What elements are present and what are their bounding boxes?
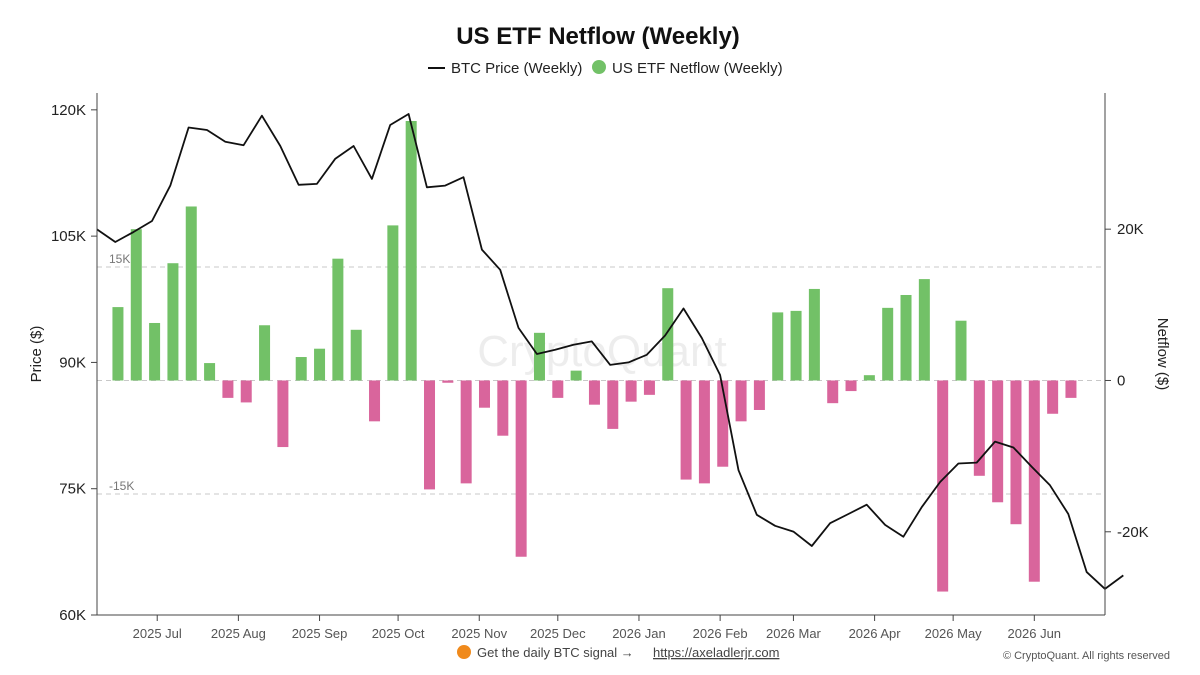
netflow-bar bbox=[643, 380, 655, 395]
netflow-bar bbox=[478, 380, 490, 408]
netflow-bar bbox=[222, 380, 234, 398]
x-tick-label: 2025 Jul bbox=[133, 626, 182, 641]
x-tick-label: 2026 Jan bbox=[612, 626, 666, 641]
netflow-bar bbox=[424, 380, 436, 490]
y-left-ticks: 60K 75K 90K 105K 120K bbox=[51, 102, 97, 624]
netflow-bar bbox=[680, 380, 692, 480]
y-left-tick-label: 120K bbox=[51, 102, 86, 119]
x-tick-label: 2025 Dec bbox=[530, 626, 586, 641]
netflow-bar bbox=[387, 225, 399, 381]
netflow-bar bbox=[1010, 380, 1022, 525]
netflow-bar bbox=[570, 370, 582, 381]
orange-dot-icon bbox=[457, 645, 471, 659]
axes bbox=[96, 93, 1106, 616]
netflow-bar bbox=[863, 375, 875, 381]
netflow-bar bbox=[442, 380, 454, 383]
y-right-ticks: -20K 0 20K bbox=[1105, 221, 1149, 541]
y-left-tick-label: 75K bbox=[59, 481, 86, 498]
netflow-bar bbox=[717, 380, 729, 467]
netflow-bar bbox=[405, 120, 417, 381]
netflow-bar bbox=[460, 380, 472, 484]
reference-line-label: 15K bbox=[109, 252, 130, 266]
netflow-bar bbox=[185, 206, 197, 381]
netflow-bar bbox=[918, 279, 930, 381]
netflow-bar bbox=[112, 307, 124, 381]
netflow-bar bbox=[900, 294, 912, 381]
legend: BTC Price (Weekly) US ETF Netflow (Weekl… bbox=[428, 60, 783, 77]
btc-price-line bbox=[96, 113, 1124, 590]
netflow-bar bbox=[350, 329, 362, 381]
legend-netflow-swatch bbox=[592, 60, 606, 74]
netflow-bars bbox=[112, 120, 1077, 592]
netflow-bar bbox=[937, 380, 949, 592]
y-left-tick-label: 105K bbox=[51, 228, 86, 245]
x-tick-label: 2025 Nov bbox=[451, 626, 507, 641]
x-tick-label: 2026 Jun bbox=[1008, 626, 1062, 641]
netflow-bar bbox=[332, 258, 344, 381]
legend-netflow-label: US ETF Netflow (Weekly) bbox=[612, 60, 783, 77]
y-right-tick-label: -20K bbox=[1117, 524, 1149, 541]
netflow-bar bbox=[277, 380, 289, 448]
x-tick-label: 2026 Apr bbox=[849, 626, 902, 641]
netflow-bar bbox=[973, 380, 985, 476]
netflow-bar bbox=[845, 380, 857, 392]
netflow-bar bbox=[130, 229, 142, 381]
netflow-bar bbox=[497, 380, 509, 436]
netflow-bar bbox=[259, 325, 271, 381]
netflow-bar bbox=[515, 380, 527, 557]
netflow-bar bbox=[790, 310, 802, 381]
x-tick-label: 2025 Aug bbox=[211, 626, 266, 641]
netflow-bar bbox=[149, 322, 161, 381]
netflow-bar bbox=[607, 380, 619, 429]
netflow-bar bbox=[167, 263, 179, 381]
y-right-axis-title: Netflow ($) bbox=[1154, 318, 1171, 391]
footer-link[interactable]: https://axeladlerjr.com bbox=[653, 645, 779, 660]
netflow-bar bbox=[240, 380, 252, 403]
x-tick-label: 2026 Feb bbox=[693, 626, 748, 641]
netflow-bar bbox=[827, 380, 839, 404]
netflow-bar bbox=[1065, 380, 1077, 398]
netflow-bar bbox=[625, 380, 637, 402]
x-ticks: 2025 Jul 2025 Aug 2025 Sep 2025 Oct 2025 Nov… bbox=[133, 615, 1061, 641]
watermark: CryptoQuant bbox=[477, 327, 726, 376]
netflow-bar bbox=[369, 380, 381, 422]
netflow-bar bbox=[314, 348, 326, 381]
y-left-tick-label: 60K bbox=[59, 607, 86, 624]
netflow-bar bbox=[772, 312, 784, 381]
x-tick-label: 2026 May bbox=[925, 626, 983, 641]
netflow-bar bbox=[955, 320, 967, 381]
netflow-bar bbox=[992, 380, 1004, 503]
footer-signal-text: Get the daily BTC signal → bbox=[477, 645, 634, 660]
legend-price-label: BTC Price (Weekly) bbox=[451, 60, 582, 77]
y-right-tick-label: 20K bbox=[1117, 221, 1144, 238]
y-right-tick-label: 0 bbox=[1117, 372, 1125, 389]
netflow-bar bbox=[662, 288, 674, 381]
x-tick-label: 2026 Mar bbox=[766, 626, 822, 641]
netflow-bar bbox=[204, 363, 216, 381]
netflow-bar bbox=[295, 357, 307, 381]
reference-line-label: -15K bbox=[109, 479, 134, 493]
netflow-bar bbox=[552, 380, 564, 398]
chart-title: US ETF Netflow (Weekly) bbox=[456, 23, 740, 50]
netflow-bar bbox=[882, 307, 894, 381]
netflow-bar bbox=[533, 332, 545, 381]
netflow-bar bbox=[698, 380, 710, 484]
x-tick-label: 2025 Sep bbox=[292, 626, 348, 641]
netflow-bar bbox=[588, 380, 600, 405]
netflow-bar bbox=[753, 380, 765, 410]
y-left-axis-title: Price ($) bbox=[28, 326, 45, 383]
netflow-bar bbox=[735, 380, 747, 422]
reference-lines: 15K -15K bbox=[97, 252, 1105, 495]
y-left-tick-label: 90K bbox=[59, 354, 86, 371]
x-tick-label: 2025 Oct bbox=[372, 626, 425, 641]
footer: Get the daily BTC signal → https://axela… bbox=[457, 645, 1170, 662]
netflow-bar bbox=[1028, 380, 1040, 582]
netflow-bar bbox=[1047, 380, 1059, 414]
copyright-text: © CryptoQuant. All rights reserved bbox=[1003, 650, 1170, 662]
netflow-bar bbox=[808, 288, 820, 381]
